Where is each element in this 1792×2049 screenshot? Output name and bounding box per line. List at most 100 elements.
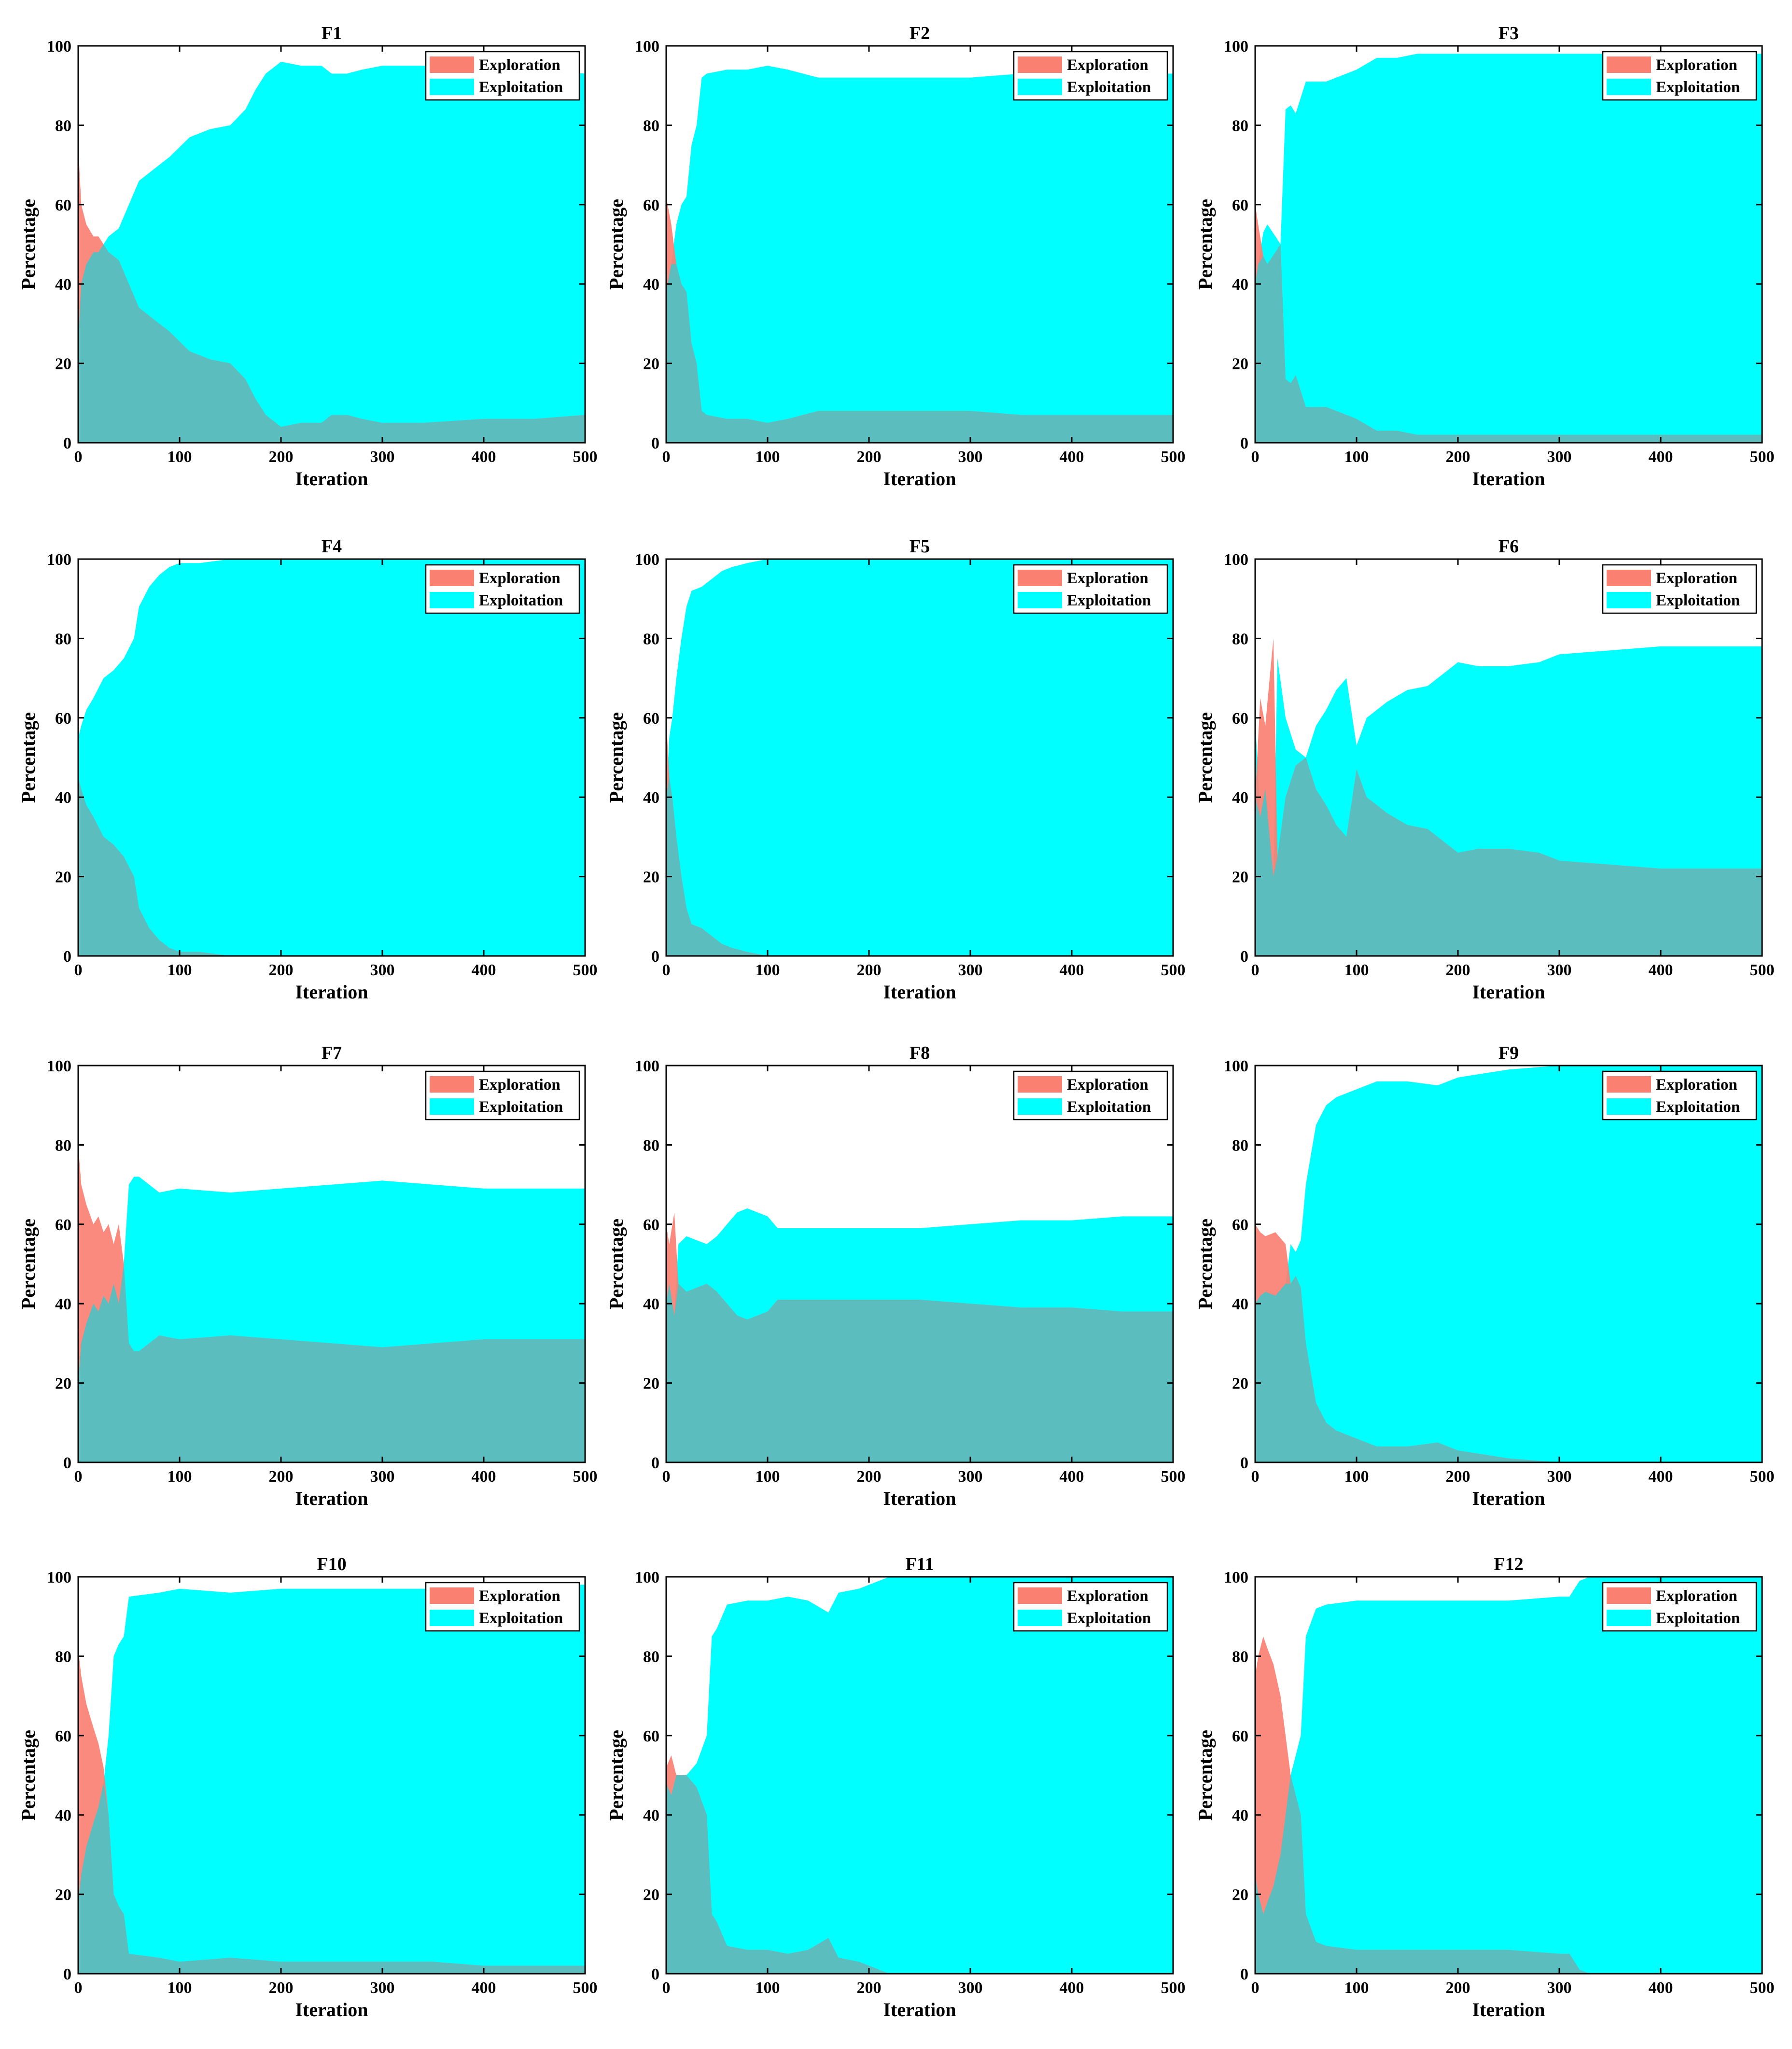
x-tick-label: 400 xyxy=(1060,961,1084,979)
overlap-area xyxy=(78,244,585,443)
y-axis-label: Percentage xyxy=(1194,199,1216,290)
panel-title: F10 xyxy=(317,1554,346,1574)
y-tick-label: 60 xyxy=(643,710,659,728)
y-tick-label: 0 xyxy=(651,948,659,966)
x-tick-label: 100 xyxy=(756,448,780,466)
exploitation-area xyxy=(666,1577,1173,1974)
y-axis-label: Percentage xyxy=(17,1730,39,1821)
y-tick-label: 100 xyxy=(47,551,71,569)
y-tick-label: 20 xyxy=(55,1375,71,1393)
legend: Exploration Exploitation xyxy=(425,1070,580,1121)
legend: Exploration Exploitation xyxy=(1013,51,1168,101)
legend-label-exploration: Exploration xyxy=(1067,1587,1148,1605)
panel-title: F9 xyxy=(1498,1043,1519,1063)
legend-label-exploration: Exploration xyxy=(479,1587,560,1605)
legend-label-exploration: Exploration xyxy=(1656,570,1737,587)
chart-panel-f5: 0 100 200 300 400 500 0 20 40 60 80 100 F5 Iteration P… xyxy=(605,536,1186,1003)
legend-swatch-exploration xyxy=(430,1587,474,1604)
y-tick-label: 100 xyxy=(635,1057,659,1075)
y-tick-label: 100 xyxy=(1224,1569,1248,1586)
legend-swatch-exploration xyxy=(430,1076,474,1093)
x-tick-label: 0 xyxy=(74,1468,83,1486)
x-tick-label: 400 xyxy=(472,1979,496,1997)
y-tick-label: 80 xyxy=(55,1137,71,1154)
legend-label-exploitation: Exploitation xyxy=(1656,79,1740,96)
y-tick-label: 20 xyxy=(643,1886,659,1904)
panel-title: F7 xyxy=(322,1043,342,1063)
chart-panel-f11: 0 100 200 300 400 500 0 20 40 60 80 100 F11 Iteration… xyxy=(605,1554,1186,2021)
axes-box xyxy=(665,1576,1174,1975)
y-tick-label: 20 xyxy=(55,869,71,886)
x-tick-label: 400 xyxy=(1649,448,1673,466)
x-tick-label: 100 xyxy=(1344,448,1369,466)
exploitation-area xyxy=(1255,1066,1762,1462)
y-tick-label: 20 xyxy=(643,1375,659,1393)
x-tick-label: 400 xyxy=(1060,1979,1084,1997)
y-tick-label: 40 xyxy=(55,276,71,294)
y-tick-label: 100 xyxy=(1224,551,1248,569)
x-axis-label: Iteration xyxy=(883,468,956,490)
legend: Exploration Exploitation xyxy=(1602,1582,1757,1632)
x-axis-label: Iteration xyxy=(295,1999,368,2021)
y-tick-label: 40 xyxy=(1232,276,1248,294)
x-tick-label: 300 xyxy=(958,448,983,466)
legend-swatch-exploration xyxy=(1018,1076,1062,1093)
overlap-area xyxy=(78,1783,585,1974)
x-tick-label: 400 xyxy=(1649,1979,1673,1997)
x-tick-label: 0 xyxy=(1251,961,1260,979)
y-tick-label: 0 xyxy=(651,435,659,452)
legend-label-exploitation: Exploitation xyxy=(1656,1098,1740,1116)
y-tick-label: 40 xyxy=(643,1295,659,1313)
legend-label-exploration: Exploration xyxy=(1656,56,1737,74)
legend-label-exploitation: Exploitation xyxy=(1067,592,1151,609)
chart-panel-f12: 0 100 200 300 400 500 0 20 40 60 80 100 F12 Iteration… xyxy=(1194,1554,1775,2021)
x-tick-label: 400 xyxy=(1649,1468,1673,1486)
chart-panel-f8: 0 100 200 300 400 500 0 20 40 60 80 100 F8 Iteration P… xyxy=(605,1043,1186,1509)
axes-box xyxy=(77,558,586,957)
legend-swatch-exploitation xyxy=(430,1610,474,1626)
y-tick-label: 20 xyxy=(1232,1886,1248,1904)
x-tick-label: 500 xyxy=(1750,961,1775,979)
x-tick-label: 0 xyxy=(662,448,671,466)
y-tick-label: 0 xyxy=(63,435,71,452)
legend-swatch-exploitation xyxy=(1018,1098,1062,1115)
y-tick-label: 60 xyxy=(643,196,659,214)
y-tick-label: 80 xyxy=(1232,117,1248,135)
y-tick-label: 100 xyxy=(1224,1057,1248,1075)
y-tick-label: 60 xyxy=(1232,1727,1248,1745)
x-tick-label: 0 xyxy=(662,1468,671,1486)
x-tick-label: 400 xyxy=(1060,448,1084,466)
legend-label-exploration: Exploration xyxy=(1656,1076,1737,1094)
y-tick-label: 80 xyxy=(1232,1137,1248,1154)
panel-title: F6 xyxy=(1498,536,1519,557)
legend: Exploration Exploitation xyxy=(1602,51,1757,101)
x-tick-label: 200 xyxy=(269,1979,294,1997)
x-tick-label: 500 xyxy=(1161,961,1186,979)
y-tick-label: 0 xyxy=(63,948,71,966)
y-tick-label: 80 xyxy=(55,630,71,648)
axes-box xyxy=(1254,45,1763,444)
x-axis-label: Iteration xyxy=(295,468,368,490)
x-tick-label: 500 xyxy=(1161,448,1186,466)
overlap-area xyxy=(666,1284,1173,1462)
axes-box xyxy=(77,1065,586,1463)
x-tick-label: 0 xyxy=(1251,448,1260,466)
y-tick-label: 100 xyxy=(47,1569,71,1586)
legend: Exploration Exploitation xyxy=(1013,1582,1168,1632)
legend-swatch-exploitation xyxy=(1607,1098,1651,1115)
legend-label-exploration: Exploration xyxy=(1067,570,1148,587)
x-tick-label: 300 xyxy=(370,1979,395,1997)
x-tick-label: 100 xyxy=(168,1979,192,1997)
x-tick-label: 200 xyxy=(857,1979,882,1997)
chart-panel-f3: 0 100 200 300 400 500 0 20 40 60 80 100 F3 Iteration P… xyxy=(1194,23,1775,490)
legend-label-exploitation: Exploitation xyxy=(1067,1098,1151,1116)
x-axis-label: Iteration xyxy=(883,1488,956,1509)
x-tick-label: 100 xyxy=(1344,961,1369,979)
x-tick-label: 200 xyxy=(857,961,882,979)
overlap-area xyxy=(78,1264,585,1462)
legend-label-exploitation: Exploitation xyxy=(1656,1610,1740,1627)
x-tick-label: 200 xyxy=(857,1468,882,1486)
y-tick-label: 0 xyxy=(63,1454,71,1472)
panel-title: F2 xyxy=(910,23,930,43)
x-tick-label: 300 xyxy=(958,961,983,979)
